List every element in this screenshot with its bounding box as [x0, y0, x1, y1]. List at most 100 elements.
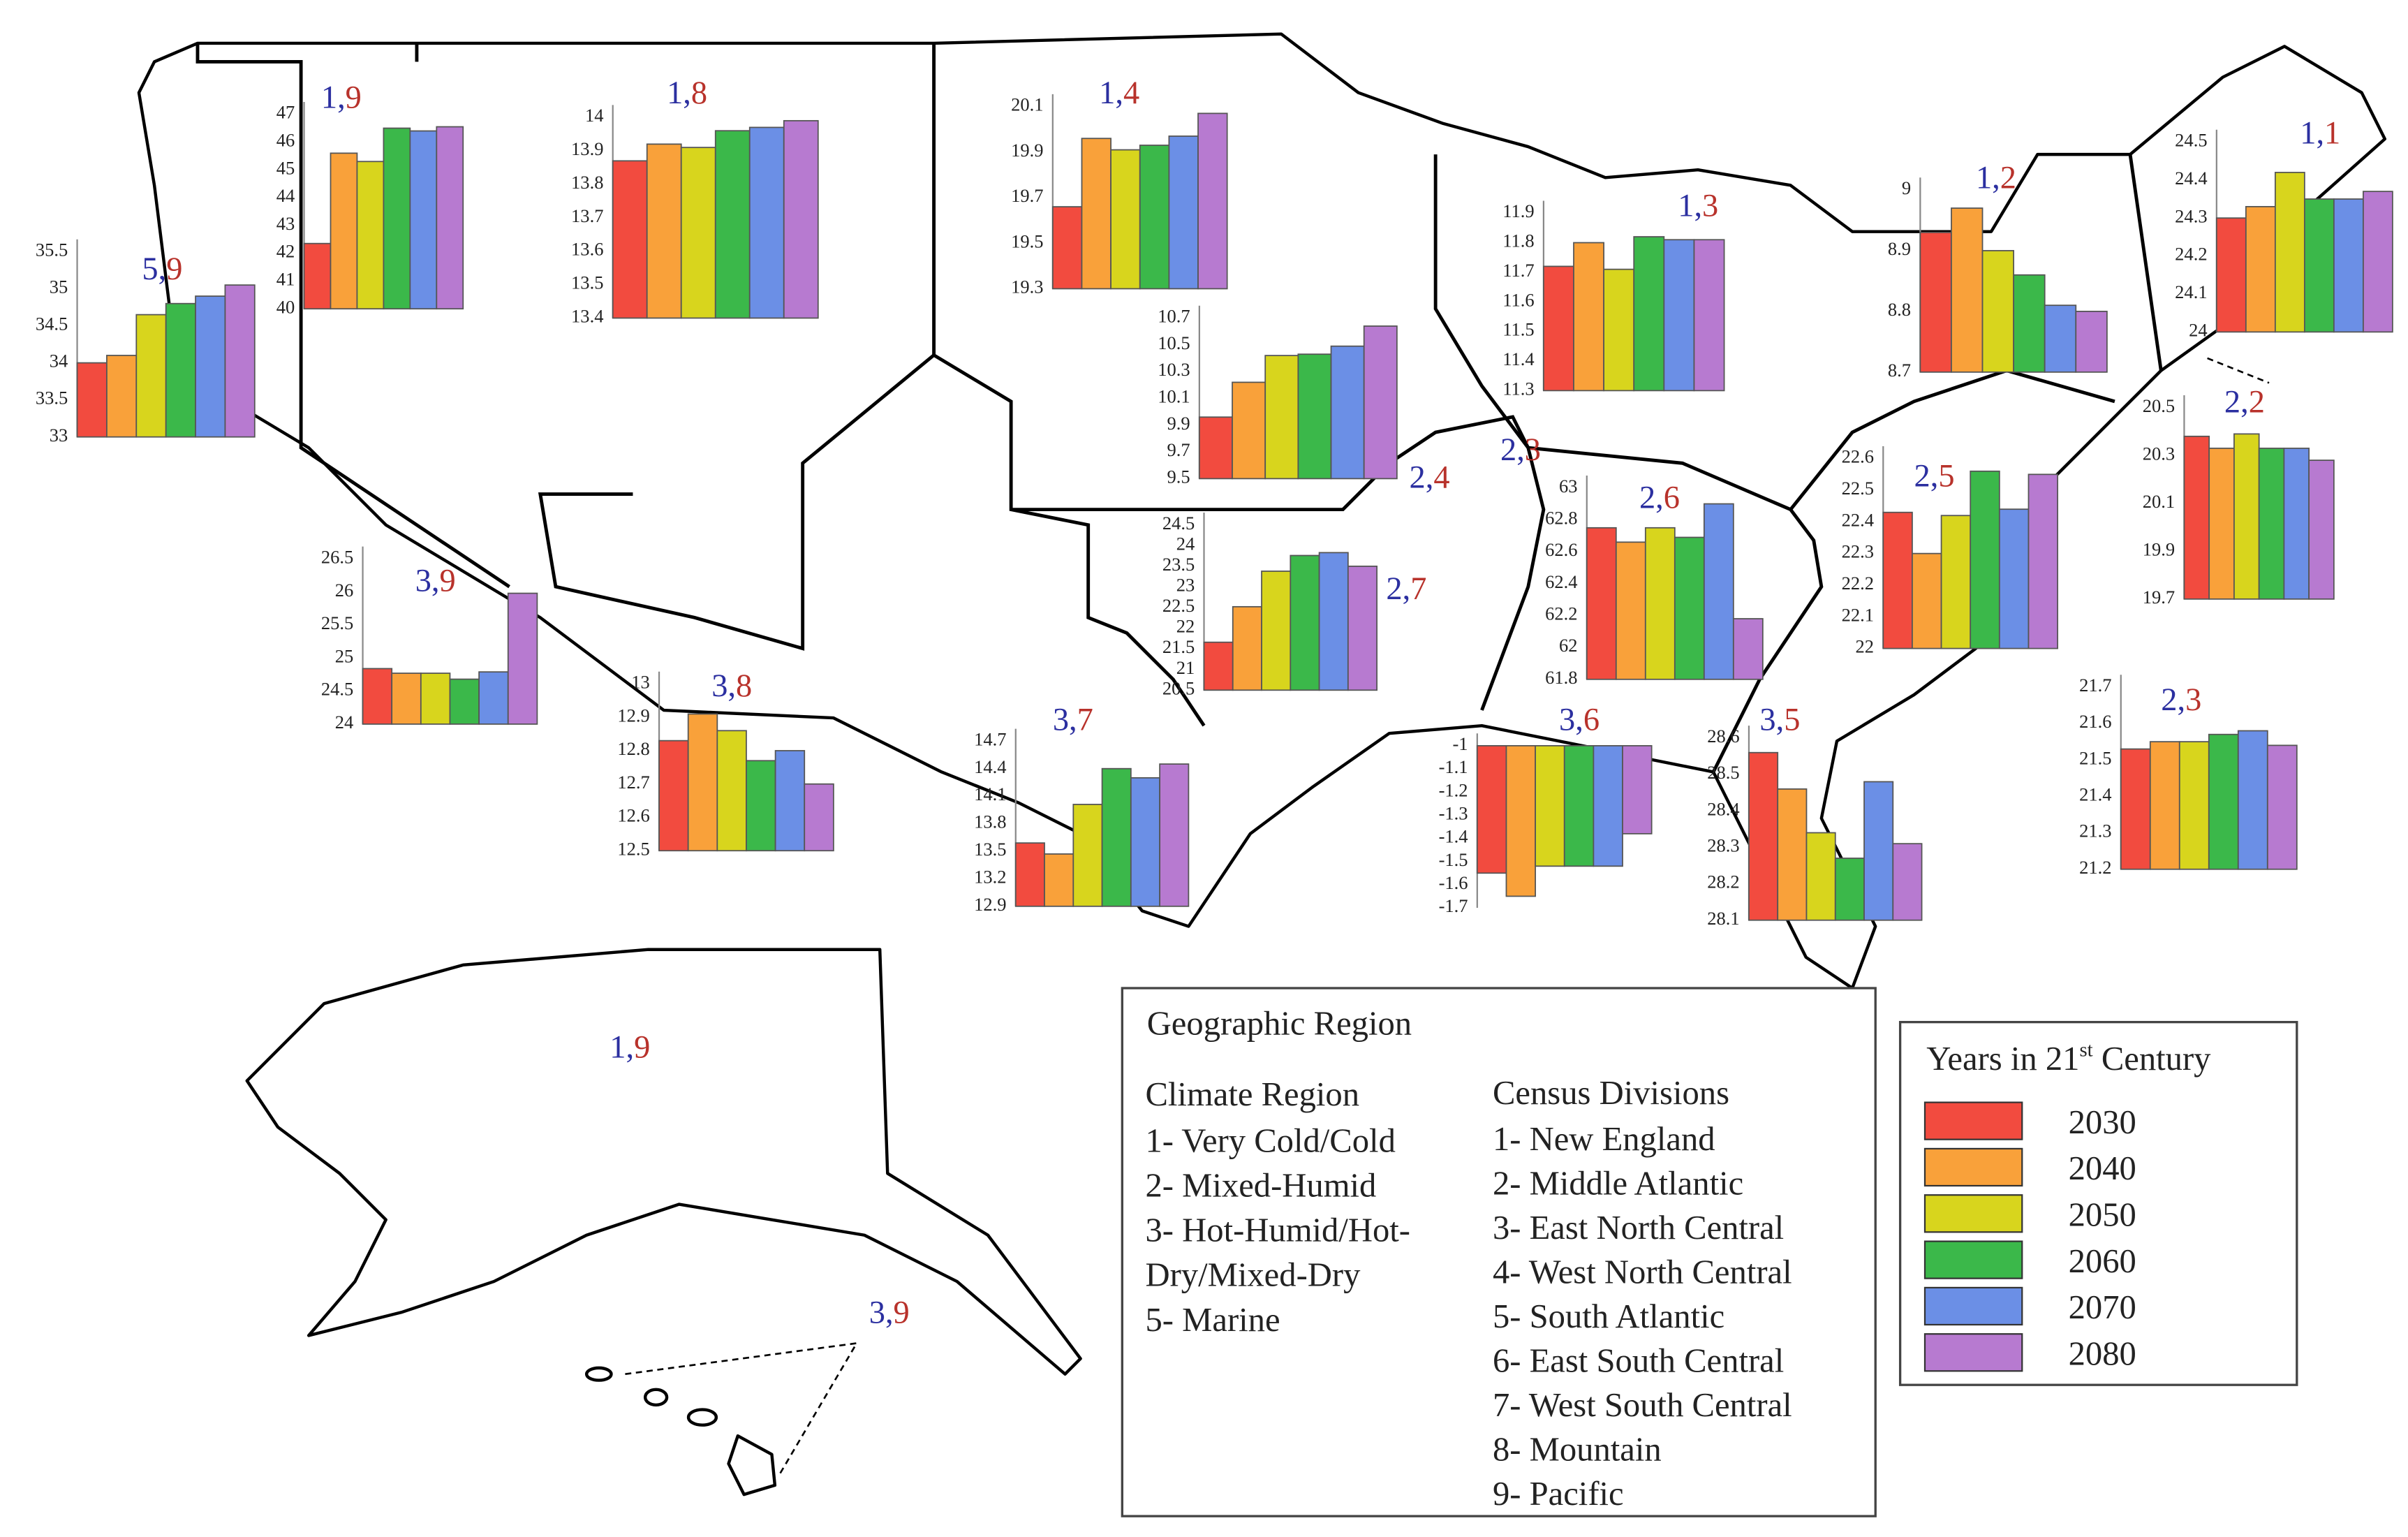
bar — [748, 126, 785, 319]
region-label: 1,4 — [1099, 75, 1139, 111]
y-tick-label: 21.3 — [2079, 821, 2111, 841]
y-tick-label: 19.3 — [1011, 277, 1043, 297]
y-tick-label: 28.3 — [1707, 834, 1739, 855]
y-tick-label: 12.5 — [617, 838, 649, 859]
bar — [1290, 554, 1320, 691]
bar — [1663, 239, 1695, 392]
y-tick-label: 33.5 — [36, 388, 68, 409]
bar — [2237, 730, 2268, 870]
region-label: 3,5 — [1759, 702, 1800, 737]
y-tick-label: 28.4 — [1707, 798, 1739, 819]
y-tick-label: 43 — [276, 213, 295, 234]
y-tick-label: 24.5 — [1162, 513, 1195, 534]
bar — [1834, 858, 1865, 921]
division-item: 4- West North Central — [1493, 1253, 1792, 1291]
bar — [1732, 618, 1764, 680]
y-tick-label: 11.4 — [1502, 348, 1534, 369]
y-tick-label: 10.3 — [1158, 359, 1190, 380]
y-tick-label: 9.7 — [1167, 439, 1190, 460]
division-number: 4 — [1123, 75, 1139, 111]
y-tick-label: 11.9 — [1502, 200, 1534, 221]
y-tick-label: 22 — [1856, 636, 1875, 657]
bar — [1563, 745, 1595, 867]
y-tick-label: 10.7 — [1158, 306, 1190, 327]
region-label: 1,9 — [610, 1029, 650, 1065]
bar — [2274, 172, 2305, 333]
bar — [1981, 250, 2015, 373]
division-item: 6- East South Central — [1493, 1341, 1784, 1379]
y-tick-label: 13.9 — [571, 138, 603, 159]
bar — [783, 119, 819, 319]
bar — [2208, 733, 2239, 870]
climate-number: 2, — [1500, 432, 1525, 467]
climate-number: 3, — [1759, 702, 1784, 737]
y-tick-label: 20.1 — [2143, 491, 2175, 512]
bar-chart: 11.3 11.4 11.5 11.6 11.7 11.8 11.9 — [1502, 200, 1725, 399]
climate-item: 5- Marine — [1145, 1301, 1280, 1339]
division-number: 9 — [166, 251, 182, 287]
region-label: 3,7 — [1053, 702, 1093, 737]
bar-chart: 24 24.1 24.2 24.3 24.4 24.5 — [2175, 130, 2393, 340]
island — [643, 1388, 669, 1407]
bar-chart: 13.4 13.5 13.6 13.7 13.8 13.9 14 — [571, 105, 819, 327]
climate-title: Climate Region — [1145, 1075, 1359, 1113]
y-tick-label: 22.5 — [1842, 478, 1874, 499]
division-number: 6 — [1664, 480, 1680, 515]
region-label: 3,9 — [869, 1295, 910, 1330]
bar — [1748, 751, 1779, 921]
bar — [106, 355, 138, 438]
bar — [687, 713, 718, 852]
y-tick-label: 22 — [1176, 616, 1195, 637]
bar — [1951, 207, 1984, 373]
bar — [2308, 459, 2335, 600]
division-border — [1789, 369, 2115, 511]
bar — [2245, 206, 2276, 333]
bar — [1198, 416, 1233, 480]
climate-number: 3, — [415, 563, 440, 598]
bar — [409, 130, 438, 310]
division-item: 8- Mountain — [1493, 1430, 1662, 1468]
division-number: 8 — [736, 668, 752, 704]
y-tick-label: 11.7 — [1502, 260, 1534, 281]
bar — [1476, 745, 1507, 874]
y-tick-label: 46 — [276, 130, 295, 151]
climate-number: 1, — [1976, 160, 2000, 196]
y-tick-label: 35 — [50, 277, 68, 297]
bar — [1998, 508, 2030, 649]
bar — [1573, 242, 1605, 392]
y-tick-label: 25.5 — [321, 612, 353, 633]
bar — [1805, 832, 1836, 921]
division-item: 3- East North Central — [1493, 1209, 1784, 1246]
bar — [2178, 741, 2210, 870]
bar — [1264, 355, 1299, 480]
division-item: 2- Middle Atlantic — [1493, 1165, 1743, 1203]
region-label: 5,9 — [142, 251, 182, 287]
bar — [1777, 788, 1808, 921]
division-number: 1 — [2324, 115, 2340, 151]
division-number: 3 — [2185, 682, 2201, 718]
bar — [1615, 541, 1646, 680]
bar — [2027, 473, 2059, 649]
y-tick-label: -1.6 — [1439, 872, 1468, 893]
bar — [507, 592, 538, 725]
y-tick-label: -1.2 — [1439, 779, 1468, 800]
bar — [2303, 198, 2335, 333]
bar-chart: 40 41 42 43 44 45 46 47 — [276, 102, 464, 317]
bar — [449, 678, 480, 725]
bar — [2233, 433, 2260, 600]
legend-title-text: Century — [2093, 1040, 2211, 1078]
climate-number: 5, — [142, 251, 166, 287]
bar — [1072, 804, 1103, 907]
bar — [2044, 304, 2077, 373]
bar — [2362, 191, 2393, 333]
bar — [1347, 565, 1378, 691]
region-label: 2,3 — [1500, 432, 1541, 467]
y-tick-label: -1.7 — [1439, 895, 1468, 916]
bar-chart: 24 24.5 25 25.5 26 26.5 — [321, 546, 538, 733]
key-box — [1121, 987, 1877, 1517]
bar-chart: 12.9 13.2 13.5 13.8 14.1 14.4 14.7 — [974, 728, 1190, 915]
climate-number: 2, — [1410, 459, 1434, 495]
division-number: 9 — [894, 1295, 910, 1330]
bar-chart: 33 33.5 34 34.5 35 35.5 — [36, 239, 256, 446]
